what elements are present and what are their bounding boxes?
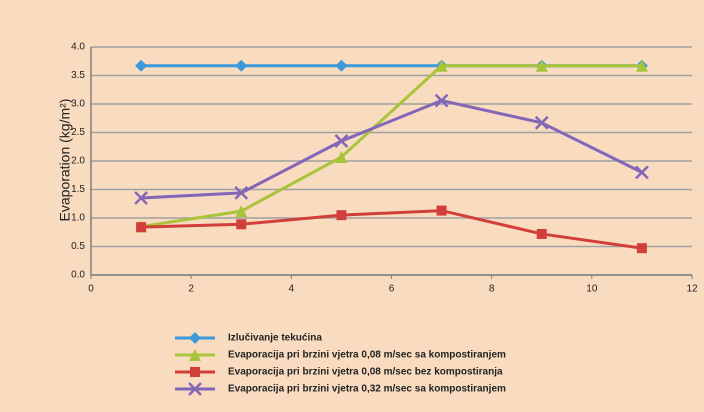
x-tick-label: 12 <box>686 284 698 295</box>
marker <box>635 165 649 180</box>
marker <box>234 186 249 200</box>
y-tick-label: 1.0 <box>71 213 85 224</box>
marker <box>635 59 648 72</box>
y-tick-label: 3.0 <box>71 99 85 110</box>
y-tick-label: 2.5 <box>71 127 85 138</box>
marker <box>189 349 201 361</box>
marker <box>436 205 447 216</box>
marker <box>336 210 347 221</box>
marker <box>135 59 148 72</box>
marker <box>136 222 147 233</box>
y-tick-label: 0.5 <box>71 241 85 252</box>
marker <box>190 367 200 377</box>
marker <box>335 59 348 72</box>
marker <box>535 59 548 72</box>
x-tick-label: 10 <box>586 284 598 295</box>
legend-label: Izlučivanje tekućina <box>228 333 322 344</box>
marker <box>188 382 202 396</box>
series-line <box>140 64 642 229</box>
marker <box>235 59 248 72</box>
x-tick-label: 2 <box>188 284 194 295</box>
x-tick-label: 6 <box>389 284 395 295</box>
marker <box>536 228 547 239</box>
y-tick-label: 0.0 <box>71 270 85 281</box>
legend-label: Evaporacija pri brzini vjetra 0,32 m/sec… <box>228 384 506 395</box>
marker <box>534 115 549 130</box>
marker <box>236 219 247 230</box>
marker <box>235 205 248 218</box>
legend-label: Evaporacija pri brzini vjetra 0,08 m/sec… <box>228 350 506 361</box>
y-tick-label: 1.5 <box>71 184 85 195</box>
series-line <box>141 99 643 200</box>
y-tick-label: 2.0 <box>71 156 85 167</box>
legend-label: Evaporacija pri brzini vjetra 0,08 m/sec… <box>228 367 503 378</box>
marker <box>189 332 201 344</box>
y-tick-label: 4.0 <box>71 42 85 53</box>
x-tick-label: 4 <box>289 284 295 295</box>
marker <box>636 243 647 254</box>
y-axis-label: Evaporation (kg/m²) <box>57 99 73 222</box>
series-line <box>141 209 643 250</box>
marker <box>334 134 349 148</box>
marker <box>134 191 148 205</box>
marker <box>434 93 449 108</box>
x-tick-label: 8 <box>489 284 495 295</box>
x-tick-label: 0 <box>88 284 94 295</box>
marker <box>435 59 448 72</box>
y-tick-label: 3.5 <box>71 70 85 81</box>
marker <box>335 151 348 164</box>
